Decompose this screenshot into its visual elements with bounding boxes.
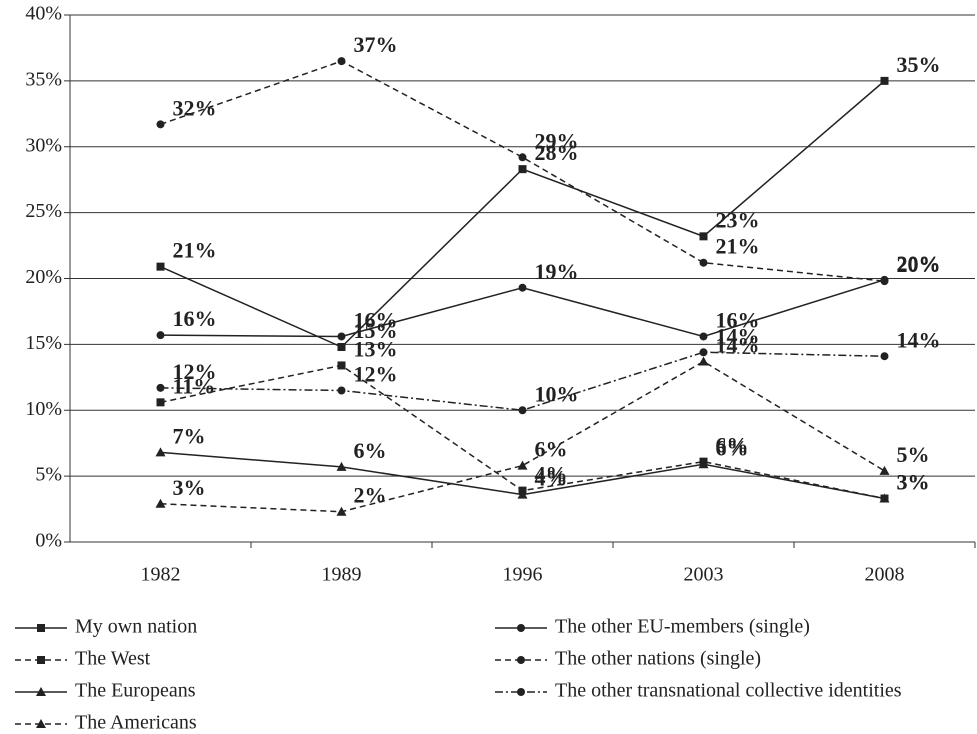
point [337, 57, 346, 66]
legend-marker [517, 624, 525, 632]
value-label: 12% [173, 359, 217, 384]
value-label: 14% [716, 323, 760, 348]
point [880, 352, 889, 361]
point [518, 165, 527, 174]
value-label: 13% [354, 337, 398, 362]
y-tick-label: 10% [25, 398, 62, 420]
point [879, 465, 890, 475]
value-label: 3% [897, 470, 930, 495]
value-label: 21% [173, 238, 217, 263]
value-label: 11% [173, 373, 216, 398]
value-label: 37% [354, 32, 398, 57]
legend-label: The other nations (single) [555, 648, 761, 670]
value-label: 29% [535, 128, 579, 153]
value-label: 5% [897, 442, 930, 467]
x-tick-label: 1989 [322, 564, 362, 586]
point [337, 343, 346, 352]
point [337, 386, 346, 395]
point [698, 356, 709, 366]
point [518, 283, 527, 292]
point [156, 398, 165, 407]
value-label: 14% [897, 327, 941, 352]
point [518, 406, 527, 415]
point [337, 332, 346, 341]
point [155, 447, 166, 457]
legend-marker [36, 719, 46, 728]
value-label: 10% [535, 381, 579, 406]
point [880, 76, 889, 85]
series-line [160, 80, 885, 348]
legend-label: My own nation [75, 616, 197, 638]
y-tick-label: 0% [35, 530, 62, 552]
value-label: 23% [716, 207, 760, 232]
value-label: 4% [535, 466, 568, 491]
point [699, 348, 708, 357]
y-tick-label: 5% [35, 464, 62, 486]
point [156, 331, 165, 340]
point [880, 277, 889, 286]
legend-label: The Europeans [75, 680, 196, 702]
x-tick-label: 1996 [503, 564, 543, 586]
point [518, 153, 527, 162]
value-label: 4% [535, 462, 568, 487]
value-label: 6% [716, 433, 749, 458]
point [698, 459, 709, 469]
point [517, 460, 528, 470]
legend-marker [517, 688, 525, 696]
point [699, 258, 708, 267]
point [156, 262, 165, 271]
value-label: 20% [897, 252, 941, 277]
y-tick-label: 15% [25, 332, 62, 354]
y-tick-label: 35% [25, 68, 62, 90]
legend-label: The West [75, 648, 151, 670]
series-line [160, 360, 885, 513]
legend-label: The other transnational collective ident… [555, 680, 902, 702]
value-label: 7% [173, 423, 206, 448]
value-label: 21% [716, 234, 760, 259]
point [155, 498, 166, 508]
point [336, 506, 347, 516]
value-label: 6% [354, 438, 387, 463]
value-label: 16% [354, 308, 398, 333]
point [699, 232, 708, 241]
legend-marker [36, 687, 46, 696]
point [336, 461, 347, 471]
value-label: 6% [716, 435, 749, 460]
y-tick-label: 20% [25, 266, 62, 288]
point [156, 383, 165, 392]
legend-marker [517, 656, 525, 664]
legend-marker [37, 656, 45, 664]
x-tick-label: 2003 [684, 564, 724, 586]
point [517, 489, 528, 499]
value-label: 16% [173, 306, 217, 331]
value-label: 6% [535, 437, 568, 462]
value-label: 35% [897, 52, 941, 77]
value-label: 2% [354, 483, 387, 508]
point [156, 120, 165, 129]
legend-label: The Americans [75, 712, 197, 734]
legend-marker [37, 624, 45, 632]
value-label: 3% [897, 470, 930, 495]
value-label: 32% [173, 95, 217, 120]
y-tick-label: 25% [25, 200, 62, 222]
y-tick-label: 40% [25, 3, 62, 25]
y-tick-label: 30% [25, 134, 62, 156]
value-label: 20% [897, 251, 941, 276]
value-label: 16% [716, 308, 760, 333]
legend-label: The other EU-members (single) [555, 616, 810, 638]
value-label: 3% [173, 475, 206, 500]
value-label: 28% [535, 140, 579, 165]
point [879, 493, 890, 503]
x-tick-label: 1982 [141, 564, 181, 586]
value-label: 19% [535, 259, 579, 284]
point [699, 332, 708, 341]
x-tick-label: 2008 [865, 564, 905, 586]
value-label: 12% [354, 362, 398, 387]
point [337, 361, 346, 370]
series-line [160, 351, 885, 412]
